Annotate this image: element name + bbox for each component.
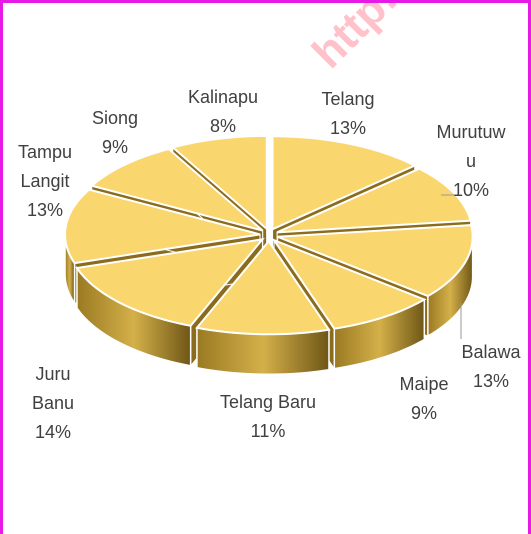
pie-slice <box>64 188 261 265</box>
data-label: Siong 9% <box>78 104 152 162</box>
data-label: Juru Banu 14% <box>18 360 88 447</box>
value-label: 13% <box>26 200 64 220</box>
category-label: Kalinapu <box>187 87 259 107</box>
value-label: 10% <box>452 180 490 200</box>
category-label: Tampu Langit <box>17 142 73 191</box>
value-label: 14% <box>34 422 72 442</box>
value-label: 11% <box>250 421 286 441</box>
pie-slice <box>89 147 264 232</box>
chart <box>64 134 474 376</box>
pie-slice <box>276 167 472 234</box>
data-label: Balawa 13% <box>451 338 528 396</box>
pie-slice <box>170 134 268 232</box>
category-label: Maipe <box>399 374 449 394</box>
data-label: Telang 13% <box>313 85 383 143</box>
value-label: 8% <box>209 116 236 136</box>
data-label: Telang Baru 11% <box>218 388 318 446</box>
category-label: Murutuwu <box>436 122 506 171</box>
pie-slice <box>277 224 474 298</box>
category-label: Balawa <box>461 342 521 362</box>
value-label: 13% <box>472 371 510 391</box>
pie-slice <box>195 239 331 336</box>
value-label: 9% <box>101 137 128 157</box>
data-label: Tampu Langit 13% <box>3 138 87 225</box>
slice <box>195 239 331 376</box>
value-label: 9% <box>410 403 437 423</box>
data-label: Kalinapu 8% <box>173 83 273 141</box>
category-label: Juru Banu <box>31 364 75 413</box>
data-label: Maipe 9% <box>386 370 462 428</box>
value-label: 13% <box>329 118 367 138</box>
category-label: Telang <box>321 89 375 109</box>
category-label: Siong <box>91 108 139 128</box>
category-label: Telang Baru <box>219 392 317 412</box>
pie-slice <box>271 238 427 330</box>
pie-slice <box>271 135 418 231</box>
data-label: Murutuwu 10% <box>435 118 507 205</box>
pie-slice <box>75 237 265 327</box>
